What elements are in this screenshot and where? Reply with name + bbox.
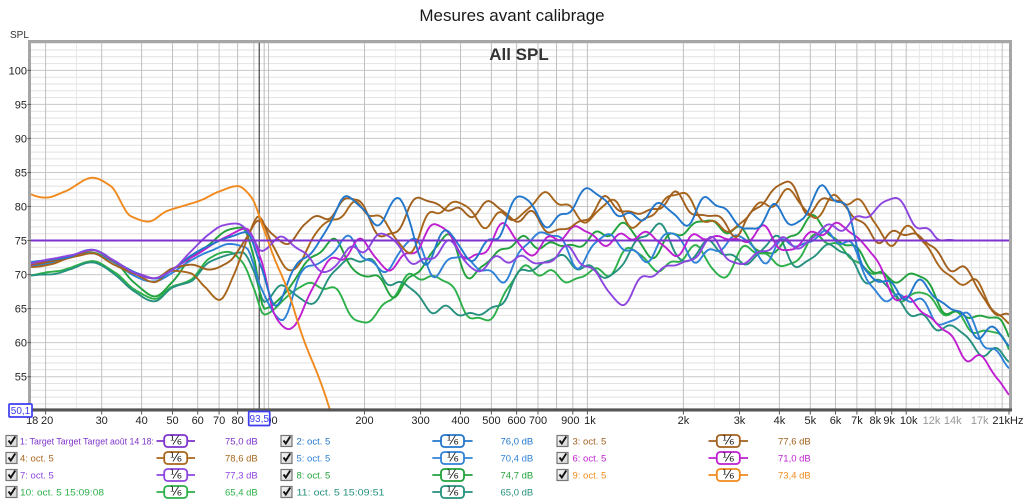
svg-text:⅙: ⅙: [170, 451, 183, 465]
svg-text:74,7 dB: 74,7 dB: [501, 471, 534, 482]
svg-text:21kHz: 21kHz: [992, 415, 1023, 427]
svg-text:6k: 6k: [830, 415, 842, 427]
svg-text:7: oct. 5: 7: oct. 5: [20, 471, 54, 482]
svg-text:60: 60: [15, 338, 27, 350]
svg-text:6: oct. 5: 6: oct. 5: [573, 454, 607, 465]
svg-text:11: oct. 5 15:09:51: 11: oct. 5 15:09:51: [297, 488, 385, 499]
svg-text:8: oct. 5: 8: oct. 5: [297, 471, 331, 482]
svg-text:1k: 1k: [584, 415, 596, 427]
svg-text:30: 30: [96, 415, 108, 427]
svg-text:500: 500: [482, 415, 500, 427]
svg-text:Mesures avant calibrage: Mesures avant calibrage: [419, 6, 604, 25]
svg-text:8k: 8k: [869, 415, 881, 427]
svg-text:400: 400: [451, 415, 469, 427]
svg-text:40: 40: [135, 415, 147, 427]
svg-text:1: Target Target Target août 1: 1: Target Target Target août 14 18:: [20, 437, 154, 448]
svg-text:10k: 10k: [900, 415, 918, 427]
svg-text:76,0 dB: 76,0 dB: [501, 437, 534, 448]
svg-text:95: 95: [15, 99, 27, 111]
svg-text:9k: 9k: [883, 415, 895, 427]
svg-text:55: 55: [15, 372, 27, 384]
svg-text:77,6 dB: 77,6 dB: [778, 437, 811, 448]
svg-text:65,0 dB: 65,0 dB: [501, 488, 534, 499]
svg-text:73,4 dB: 73,4 dB: [778, 471, 811, 482]
svg-text:All SPL: All SPL: [489, 45, 549, 64]
svg-text:SPL: SPL: [10, 30, 29, 41]
svg-text:5k: 5k: [804, 415, 816, 427]
svg-text:18: 18: [26, 415, 38, 427]
svg-text:70: 70: [15, 270, 27, 282]
svg-text:⅙: ⅙: [170, 468, 183, 482]
svg-text:71,0 dB: 71,0 dB: [778, 454, 811, 465]
svg-text:80: 80: [231, 415, 243, 427]
svg-text:7k: 7k: [851, 415, 863, 427]
svg-text:70: 70: [213, 415, 225, 427]
svg-text:⅙: ⅙: [722, 451, 735, 465]
svg-text:100: 100: [9, 65, 27, 77]
svg-text:2k: 2k: [678, 415, 690, 427]
svg-text:600: 600: [507, 415, 525, 427]
svg-text:77,3 dB: 77,3 dB: [225, 471, 258, 482]
svg-text:⅙: ⅙: [446, 468, 459, 482]
svg-text:9: oct. 5: 9: oct. 5: [573, 471, 607, 482]
svg-text:85: 85: [15, 168, 27, 180]
svg-text:75: 75: [15, 236, 27, 248]
svg-text:⅙: ⅙: [722, 468, 735, 482]
svg-text:65: 65: [15, 304, 27, 316]
svg-text:4k: 4k: [774, 415, 786, 427]
svg-text:3: oct. 5: 3: oct. 5: [573, 437, 607, 448]
svg-text:50: 50: [166, 415, 178, 427]
svg-text:80: 80: [15, 202, 27, 214]
svg-text:2: oct. 5: 2: oct. 5: [297, 437, 331, 448]
svg-text:300: 300: [411, 415, 429, 427]
svg-text:75,0 dB: 75,0 dB: [225, 437, 258, 448]
svg-text:14k: 14k: [944, 415, 962, 427]
svg-text:78,6 dB: 78,6 dB: [225, 454, 258, 465]
svg-text:200: 200: [355, 415, 373, 427]
svg-text:90: 90: [15, 133, 27, 145]
svg-text:⅙: ⅙: [446, 451, 459, 465]
svg-text:⅙: ⅙: [722, 434, 735, 448]
svg-text:20: 20: [41, 415, 53, 427]
svg-text:93,5: 93,5: [249, 414, 269, 425]
svg-text:⅙: ⅙: [446, 434, 459, 448]
svg-text:70,4 dB: 70,4 dB: [501, 454, 534, 465]
svg-text:900: 900: [561, 415, 579, 427]
svg-text:3k: 3k: [734, 415, 746, 427]
svg-text:⅙: ⅙: [170, 485, 183, 499]
svg-text:17k: 17k: [971, 415, 989, 427]
svg-text:5: oct. 5: 5: oct. 5: [297, 454, 331, 465]
svg-text:⅙: ⅙: [170, 434, 183, 448]
svg-text:50,1: 50,1: [11, 406, 31, 417]
svg-text:⅙: ⅙: [446, 485, 459, 499]
svg-text:12k: 12k: [923, 415, 941, 427]
svg-text:60: 60: [192, 415, 204, 427]
svg-text:4: oct. 5: 4: oct. 5: [20, 454, 54, 465]
svg-text:700: 700: [529, 415, 547, 427]
svg-text:65,4 dB: 65,4 dB: [225, 488, 258, 499]
svg-text:10: oct. 5 15:09:08: 10: oct. 5 15:09:08: [20, 488, 104, 499]
